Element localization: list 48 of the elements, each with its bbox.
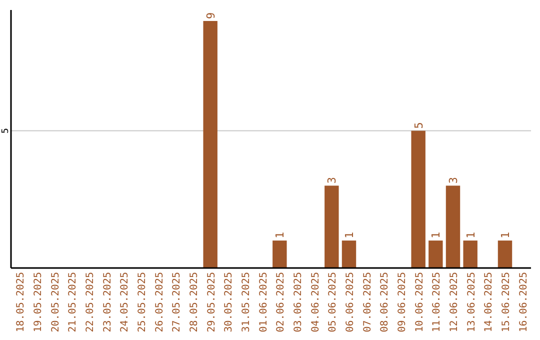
data-label: 1 [343, 232, 356, 239]
x-tick-label: 18.05.2025 [16, 272, 27, 332]
bar [498, 240, 512, 268]
x-tick-label: 29.05.2025 [206, 272, 218, 332]
x-tick-label: 21.05.2025 [68, 272, 79, 332]
data-label: 1 [274, 232, 287, 239]
x-tick-label: 19.05.2025 [33, 272, 44, 332]
data-label: 1 [464, 232, 478, 239]
x-tick-label: 26.05.2025 [154, 272, 166, 332]
x-tick-label: 15.06.2025 [501, 272, 512, 332]
bar [411, 130, 426, 268]
x-tick-label: 06.06.2025 [345, 272, 356, 332]
x-tick-label: 10.06.2025 [414, 272, 426, 332]
x-tick-label: 05.06.2025 [328, 272, 339, 332]
x-tick-label: 16.06.2025 [518, 272, 530, 332]
bar [272, 240, 287, 268]
x-tick-label: 14.06.2025 [484, 272, 495, 332]
x-tick-label: 24.05.2025 [120, 272, 131, 332]
data-label: 1 [499, 232, 512, 239]
x-tick-label: 31.05.2025 [241, 272, 252, 332]
bar [463, 240, 478, 268]
x-tick-label: 04.06.2025 [310, 272, 322, 332]
x-tick-label: 28.05.2025 [189, 272, 200, 332]
x-tick-label: 07.06.2025 [362, 272, 374, 332]
x-tick-label: 12.06.2025 [449, 272, 460, 332]
data-label: 3 [326, 177, 339, 184]
x-tick-label: 11.06.2025 [432, 272, 443, 332]
data-label: 9 [204, 12, 218, 19]
x-tick-label: 09.06.2025 [397, 272, 408, 332]
data-label: 3 [447, 177, 460, 184]
x-tick-label: 13.06.2025 [466, 272, 478, 332]
bar [446, 186, 460, 268]
x-tick-label: 02.06.2025 [276, 272, 287, 332]
x-tick-label: 25.05.2025 [137, 272, 148, 332]
bar [342, 240, 356, 268]
x-tick-label: 03.06.2025 [293, 272, 304, 332]
x-tick-label: 23.05.2025 [102, 272, 114, 332]
x-tick-label: 08.06.2025 [380, 272, 391, 332]
x-tick-label: 20.05.2025 [50, 272, 62, 332]
x-tick-label: 01.06.2025 [258, 272, 270, 332]
bar [324, 186, 339, 268]
bar [203, 20, 218, 268]
data-label: 5 [412, 122, 426, 129]
bar [428, 240, 443, 268]
x-tick-label: 30.05.2025 [224, 272, 235, 332]
x-tick-label: 22.05.2025 [85, 272, 96, 332]
data-label: 1 [430, 232, 443, 239]
x-tick-label: 27.05.2025 [172, 272, 183, 332]
